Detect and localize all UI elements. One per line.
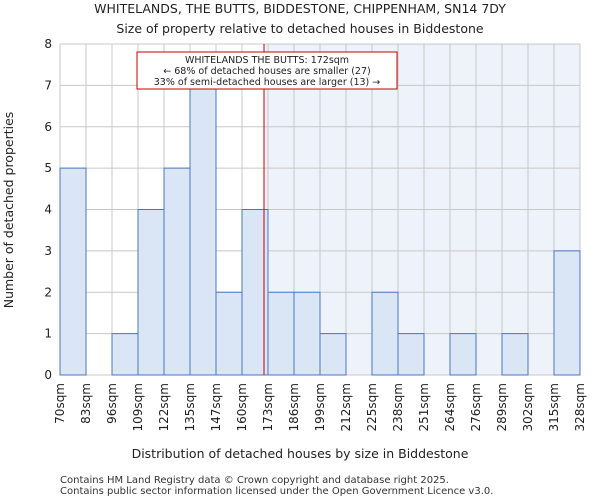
x-tick-label: 83sqm <box>79 383 93 424</box>
y-tick-label: 0 <box>44 368 52 382</box>
chart-subtitle: Size of property relative to detached ho… <box>116 21 484 36</box>
x-tick-label: 147sqm <box>209 383 223 431</box>
x-tick-label: 276sqm <box>469 383 483 431</box>
annotation-line-1: WHITELANDS THE BUTTS: 172sqm <box>185 55 349 66</box>
histogram-bar <box>267 291 295 376</box>
histogram-bar <box>215 291 243 376</box>
x-tick-label: 199sqm <box>313 383 327 431</box>
x-tick-label: 238sqm <box>391 383 405 431</box>
x-tick-label: 289sqm <box>495 383 509 431</box>
x-tick-label: 315sqm <box>547 383 561 431</box>
histogram-bar <box>553 250 581 376</box>
x-tick-label: 70sqm <box>53 383 67 424</box>
x-tick-label: 96sqm <box>105 383 119 424</box>
histogram-bar <box>397 333 425 376</box>
x-tick-label: 186sqm <box>287 383 301 431</box>
ticks-layer: 0 1 2 3 4 5 6 7 8 70sqm 83sqm 96sqm 109sqm 122sqm 135s… <box>44 37 587 431</box>
histogram-bar <box>501 333 529 376</box>
footer-line-2: Contains public sector information licen… <box>60 486 493 497</box>
y-tick-label: 6 <box>44 120 52 134</box>
histogram-bar <box>59 167 87 376</box>
x-tick-label: 251sqm <box>417 383 431 431</box>
y-tick-label: 4 <box>44 203 52 217</box>
x-tick-label: 328sqm <box>573 383 587 431</box>
y-tick-label: 3 <box>44 244 52 258</box>
annotation-rect <box>136 51 398 90</box>
x-tick-label: 109sqm <box>131 383 145 431</box>
x-tick-label: 225sqm <box>365 383 379 431</box>
histogram-bar <box>319 333 347 376</box>
y-axis-label: Number of detached properties <box>1 112 16 309</box>
chart-title: WHITELANDS, THE BUTTS, BIDDESTONE, CHIPP… <box>94 1 506 16</box>
histogram-bar <box>449 333 477 376</box>
histogram-bar <box>189 84 217 376</box>
y-tick-label: 2 <box>44 285 52 299</box>
footer-line-1: Contains HM Land Registry data © Crown c… <box>60 475 449 486</box>
x-tick-label: 135sqm <box>183 383 197 431</box>
annotation-line-3: 33% of semi-detached houses are larger (… <box>154 77 381 88</box>
y-tick-label: 5 <box>44 161 52 175</box>
x-tick-label: 122sqm <box>157 383 171 431</box>
y-tick-label: 8 <box>44 37 52 51</box>
x-tick-label: 160sqm <box>235 383 249 431</box>
y-tick-label: 7 <box>44 78 52 92</box>
x-axis-label: Distribution of detached houses by size … <box>132 446 469 461</box>
annotation-line-2: ← 68% of detached houses are smaller (27… <box>163 66 370 77</box>
x-tick-label: 264sqm <box>443 383 457 431</box>
x-tick-label: 173sqm <box>261 383 275 431</box>
histogram-bar <box>371 291 399 376</box>
histogram-bar <box>137 209 165 376</box>
bars-layer <box>59 84 581 376</box>
histogram-bar <box>293 291 321 376</box>
x-tick-label: 302sqm <box>521 383 535 431</box>
histogram-bar <box>111 333 139 376</box>
histogram-bar <box>163 167 191 376</box>
y-tick-label: 1 <box>44 327 52 341</box>
x-tick-label: 212sqm <box>339 383 353 431</box>
annotation-box: WHITELANDS THE BUTTS: 172sqm ← 68% of de… <box>136 51 398 90</box>
